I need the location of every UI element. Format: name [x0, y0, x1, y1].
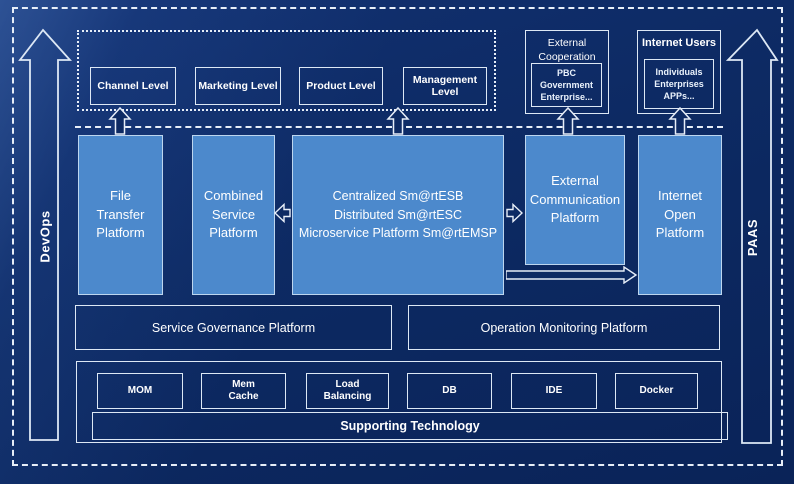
marketing-level-label: Marketing Level: [198, 80, 278, 92]
mom-label: MOM: [127, 384, 153, 396]
up-arrow-icon: [556, 106, 580, 135]
operation-monitoring-platform: Operation Monitoring Platform: [408, 305, 720, 350]
ide-box: IDE: [511, 373, 597, 409]
supporting-technology-bar: Supporting Technology: [92, 412, 728, 440]
product-level-label: Product Level: [306, 80, 376, 92]
product-level-box: Product Level: [299, 67, 383, 105]
docker-box: Docker: [615, 373, 698, 409]
ide-label: IDE: [545, 384, 563, 396]
levels-dotted-container: [77, 30, 496, 111]
management-level-label: Management Level: [412, 74, 478, 98]
internet-users-title: Internet Users: [642, 37, 716, 49]
internet-open-platform-label: Internet Open Platform: [655, 187, 705, 241]
up-arrow-icon: [726, 28, 779, 444]
long-right-arrow-icon: [506, 266, 638, 284]
file-transfer-platform-label: File Transfer Platform: [96, 187, 145, 241]
left-arrow-icon: [274, 203, 291, 223]
paas-label: PAAS: [745, 218, 761, 257]
load-balancing-label: Load Balancing: [323, 378, 372, 403]
docker-label: Docker: [639, 384, 674, 396]
mem-cache-label: Mem Cache: [228, 378, 259, 403]
internet-users-box: Internet Users Individuals Enterprises A…: [637, 30, 721, 114]
service-governance-label: Service Governance Platform: [151, 320, 316, 335]
mom-box: MOM: [97, 373, 183, 409]
operation-monitoring-label: Operation Monitoring Platform: [480, 320, 648, 335]
combined-service-platform: Combined Service Platform: [192, 135, 275, 295]
channel-level-label: Channel Level: [97, 80, 169, 92]
individuals-enterprises-apps-box: Individuals Enterprises APPs...: [644, 59, 714, 109]
service-governance-platform: Service Governance Platform: [75, 305, 392, 350]
db-box: DB: [407, 373, 492, 409]
load-balancing-box: Load Balancing: [306, 373, 389, 409]
external-cooperation-box: External Cooperation PBC Government Ente…: [525, 30, 609, 114]
pbc-government-enterprise-box: PBC Government Enterprise...: [531, 63, 602, 107]
marketing-level-box: Marketing Level: [195, 67, 281, 105]
outer-dashed-frame: [12, 7, 783, 466]
central-esb-platform-label: Centralized Sm@rtESB Distributed Sm@rtES…: [298, 188, 498, 241]
up-arrow-icon: [668, 106, 692, 135]
db-label: DB: [442, 384, 457, 396]
external-communication-platform: External Communication Platform: [525, 135, 625, 265]
central-esb-platform: Centralized Sm@rtESB Distributed Sm@rtES…: [292, 135, 504, 295]
up-arrow-icon: [386, 106, 410, 135]
external-communication-platform-label: External Communication Platform: [529, 172, 621, 226]
up-arrow-icon: [18, 28, 72, 441]
devops-label: DevOps: [37, 209, 53, 263]
mem-cache-box: Mem Cache: [201, 373, 286, 409]
supporting-technology-label: Supporting Technology: [340, 419, 480, 433]
right-arrow-icon: [506, 203, 523, 223]
channel-level-box: Channel Level: [90, 67, 176, 105]
internet-open-platform: Internet Open Platform: [638, 135, 722, 295]
external-cooperation-title: External Cooperation: [538, 37, 596, 63]
supporting-technology-container: [76, 361, 722, 443]
paas-rail: PAAS: [726, 28, 780, 447]
up-arrow-icon: [108, 106, 132, 135]
devops-rail: DevOps: [18, 28, 72, 444]
file-transfer-platform: File Transfer Platform: [78, 135, 163, 295]
management-level-box: Management Level: [403, 67, 487, 105]
combined-service-platform-label: Combined Service Platform: [203, 187, 264, 241]
